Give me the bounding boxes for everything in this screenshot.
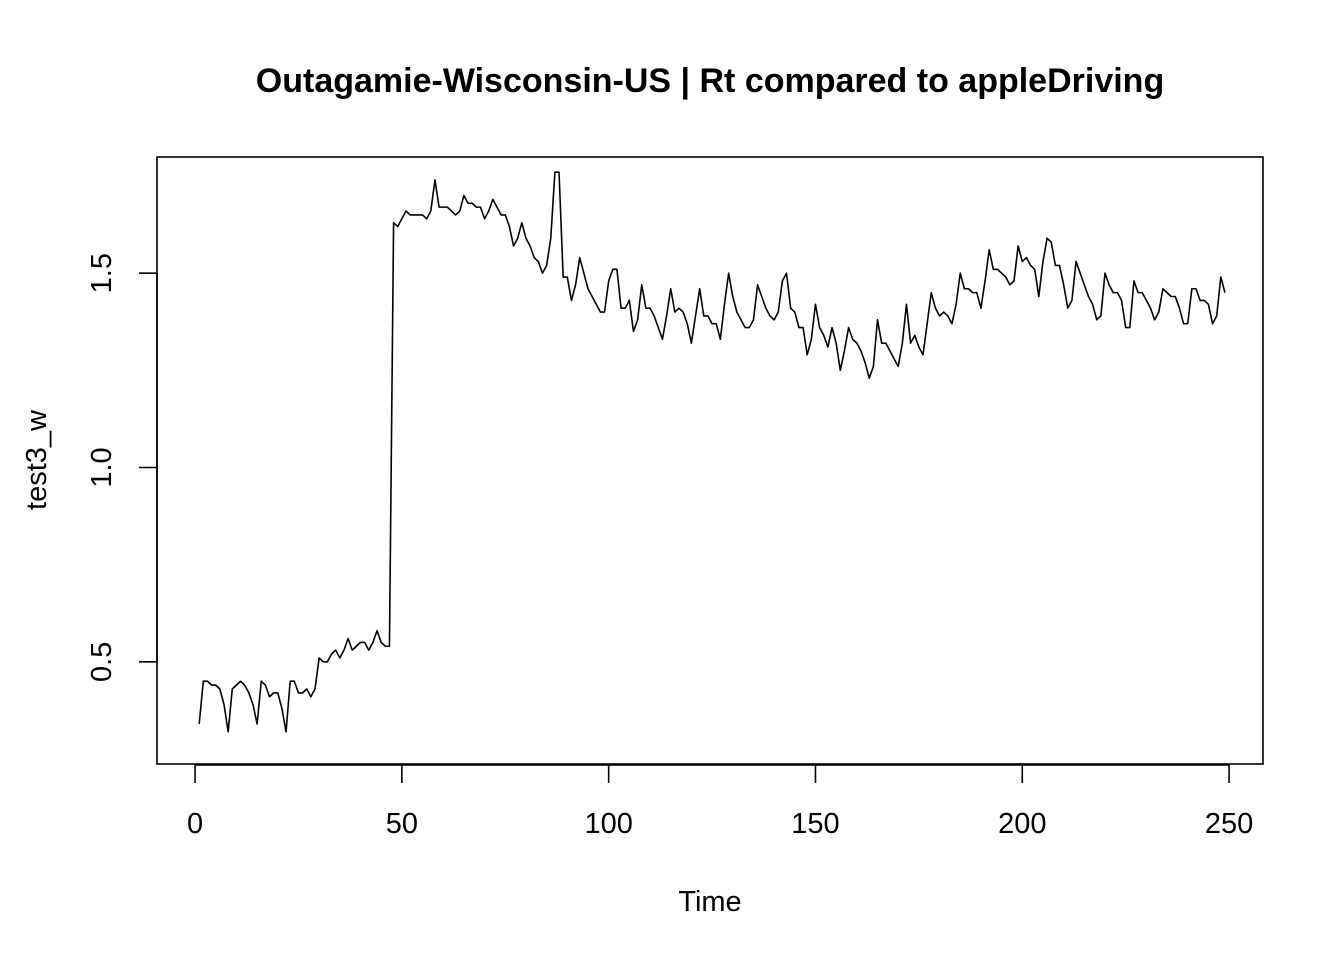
- x-tick-label: 200: [998, 808, 1046, 840]
- x-tick-label: 50: [386, 808, 418, 840]
- x-tick-label: 250: [1205, 808, 1253, 840]
- chart-title: Outagamie-Wisconsin-US | Rt compared to …: [256, 62, 1164, 100]
- y-tick-label: 1.0: [86, 447, 118, 487]
- x-axis-label: Time: [678, 886, 741, 918]
- x-tick-label: 100: [584, 808, 632, 840]
- y-tick-label: 1.5: [86, 253, 118, 293]
- y-axis-label: test3_w: [21, 409, 53, 510]
- y-axis: 0.5 1.0 1.5: [86, 253, 158, 682]
- series-line: [198, 171, 1226, 733]
- x-tick-label: 150: [791, 808, 839, 840]
- plot-frame: [156, 156, 1264, 765]
- x-axis: 0 50 100 150 200 250: [187, 764, 1253, 840]
- y-tick-label: 0.5: [86, 642, 118, 682]
- x-tick-label: 0: [187, 808, 203, 840]
